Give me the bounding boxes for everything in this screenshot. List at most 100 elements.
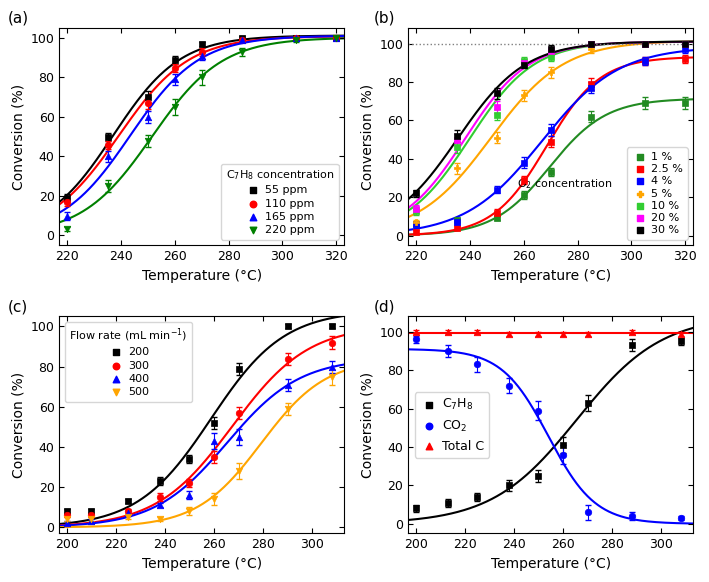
Total C — [557, 329, 569, 338]
CO$_2$ — [471, 360, 483, 369]
55 ppm — [330, 33, 342, 42]
10 % — [639, 39, 650, 48]
200 — [233, 364, 245, 373]
30 % — [679, 39, 691, 48]
C$_7$H$_8$ — [675, 337, 686, 346]
5 % — [679, 39, 691, 48]
1 % — [491, 214, 503, 223]
Legend: C$_7$H$_8$, CO$_2$, Total C: C$_7$H$_8$, CO$_2$, Total C — [415, 392, 489, 458]
400 — [155, 501, 166, 510]
110 ppm — [330, 33, 342, 42]
500 — [123, 513, 134, 522]
2.5 % — [518, 175, 530, 184]
500 — [233, 467, 245, 476]
10 % — [586, 39, 597, 48]
30 % — [586, 39, 597, 48]
C$_7$H$_8$ — [626, 340, 637, 350]
300 — [233, 408, 245, 417]
Total C — [626, 327, 637, 336]
5 % — [586, 45, 597, 54]
10 % — [518, 56, 530, 65]
1 % — [679, 98, 691, 108]
X-axis label: Temperature (°C): Temperature (°C) — [142, 269, 262, 283]
220 ppm — [62, 225, 73, 234]
55 ppm — [143, 93, 154, 102]
200 — [208, 418, 220, 428]
300 — [282, 354, 294, 363]
Y-axis label: Conversion (%): Conversion (%) — [11, 372, 25, 478]
Text: (d): (d) — [374, 299, 396, 314]
10 % — [451, 143, 462, 152]
55 ppm — [169, 55, 181, 65]
C$_7$H$_8$ — [442, 498, 453, 508]
300 — [326, 338, 337, 347]
1 % — [451, 215, 462, 225]
400 — [123, 509, 134, 518]
Legend: 55 ppm, 110 ppm, 165 ppm, 220 ppm: 55 ppm, 110 ppm, 165 ppm, 220 ppm — [221, 164, 339, 240]
2.5 % — [679, 54, 691, 63]
Text: (b): (b) — [374, 11, 396, 26]
220 ppm — [330, 33, 342, 42]
Y-axis label: Conversion (%): Conversion (%) — [360, 84, 374, 190]
300 — [155, 492, 166, 502]
20 % — [679, 39, 691, 48]
4 % — [639, 56, 650, 65]
20 % — [545, 47, 557, 56]
30 % — [545, 45, 557, 54]
2.5 % — [639, 56, 650, 65]
1 % — [639, 98, 650, 108]
110 ppm — [196, 47, 208, 56]
20 % — [451, 135, 462, 144]
2.5 % — [586, 79, 597, 88]
500 — [282, 404, 294, 413]
10 % — [491, 110, 503, 119]
220 ppm — [143, 136, 154, 146]
220 ppm — [196, 73, 208, 82]
165 ppm — [62, 211, 73, 221]
1 % — [411, 219, 422, 229]
Text: (a): (a) — [8, 11, 29, 26]
2.5 % — [545, 137, 557, 146]
Total C — [471, 327, 483, 336]
Total C — [675, 329, 686, 338]
20 % — [639, 39, 650, 48]
165 ppm — [102, 152, 113, 161]
165 ppm — [290, 33, 301, 42]
5 % — [451, 164, 462, 173]
2.5 % — [411, 227, 422, 236]
5 % — [518, 91, 530, 100]
Y-axis label: Conversion (%): Conversion (%) — [360, 372, 374, 478]
20 % — [491, 102, 503, 112]
C$_7$H$_8$ — [532, 471, 544, 481]
300 — [184, 478, 195, 488]
200 — [123, 496, 134, 506]
400 — [86, 517, 97, 526]
300 — [86, 511, 97, 520]
2.5 % — [451, 223, 462, 233]
Total C — [582, 329, 593, 338]
400 — [326, 362, 337, 371]
220 ppm — [102, 182, 113, 191]
55 ppm — [62, 193, 73, 203]
5 % — [639, 39, 650, 48]
55 ppm — [196, 39, 208, 48]
110 ppm — [102, 140, 113, 149]
C$_7$H$_8$ — [557, 441, 569, 450]
400 — [208, 436, 220, 446]
Total C — [503, 329, 515, 338]
2.5 % — [491, 208, 503, 217]
200 — [155, 477, 166, 486]
5 % — [411, 218, 422, 227]
Total C — [410, 327, 421, 336]
CO$_2$ — [582, 508, 593, 517]
30 % — [451, 131, 462, 140]
165 ppm — [330, 33, 342, 42]
CO$_2$ — [675, 513, 686, 523]
X-axis label: Temperature (°C): Temperature (°C) — [491, 269, 610, 283]
CO$_2$ — [557, 450, 569, 459]
30 % — [518, 60, 530, 69]
110 ppm — [169, 63, 181, 72]
4 % — [679, 45, 691, 54]
Text: O$_2$ concentration: O$_2$ concentration — [517, 177, 613, 191]
500 — [208, 495, 220, 504]
